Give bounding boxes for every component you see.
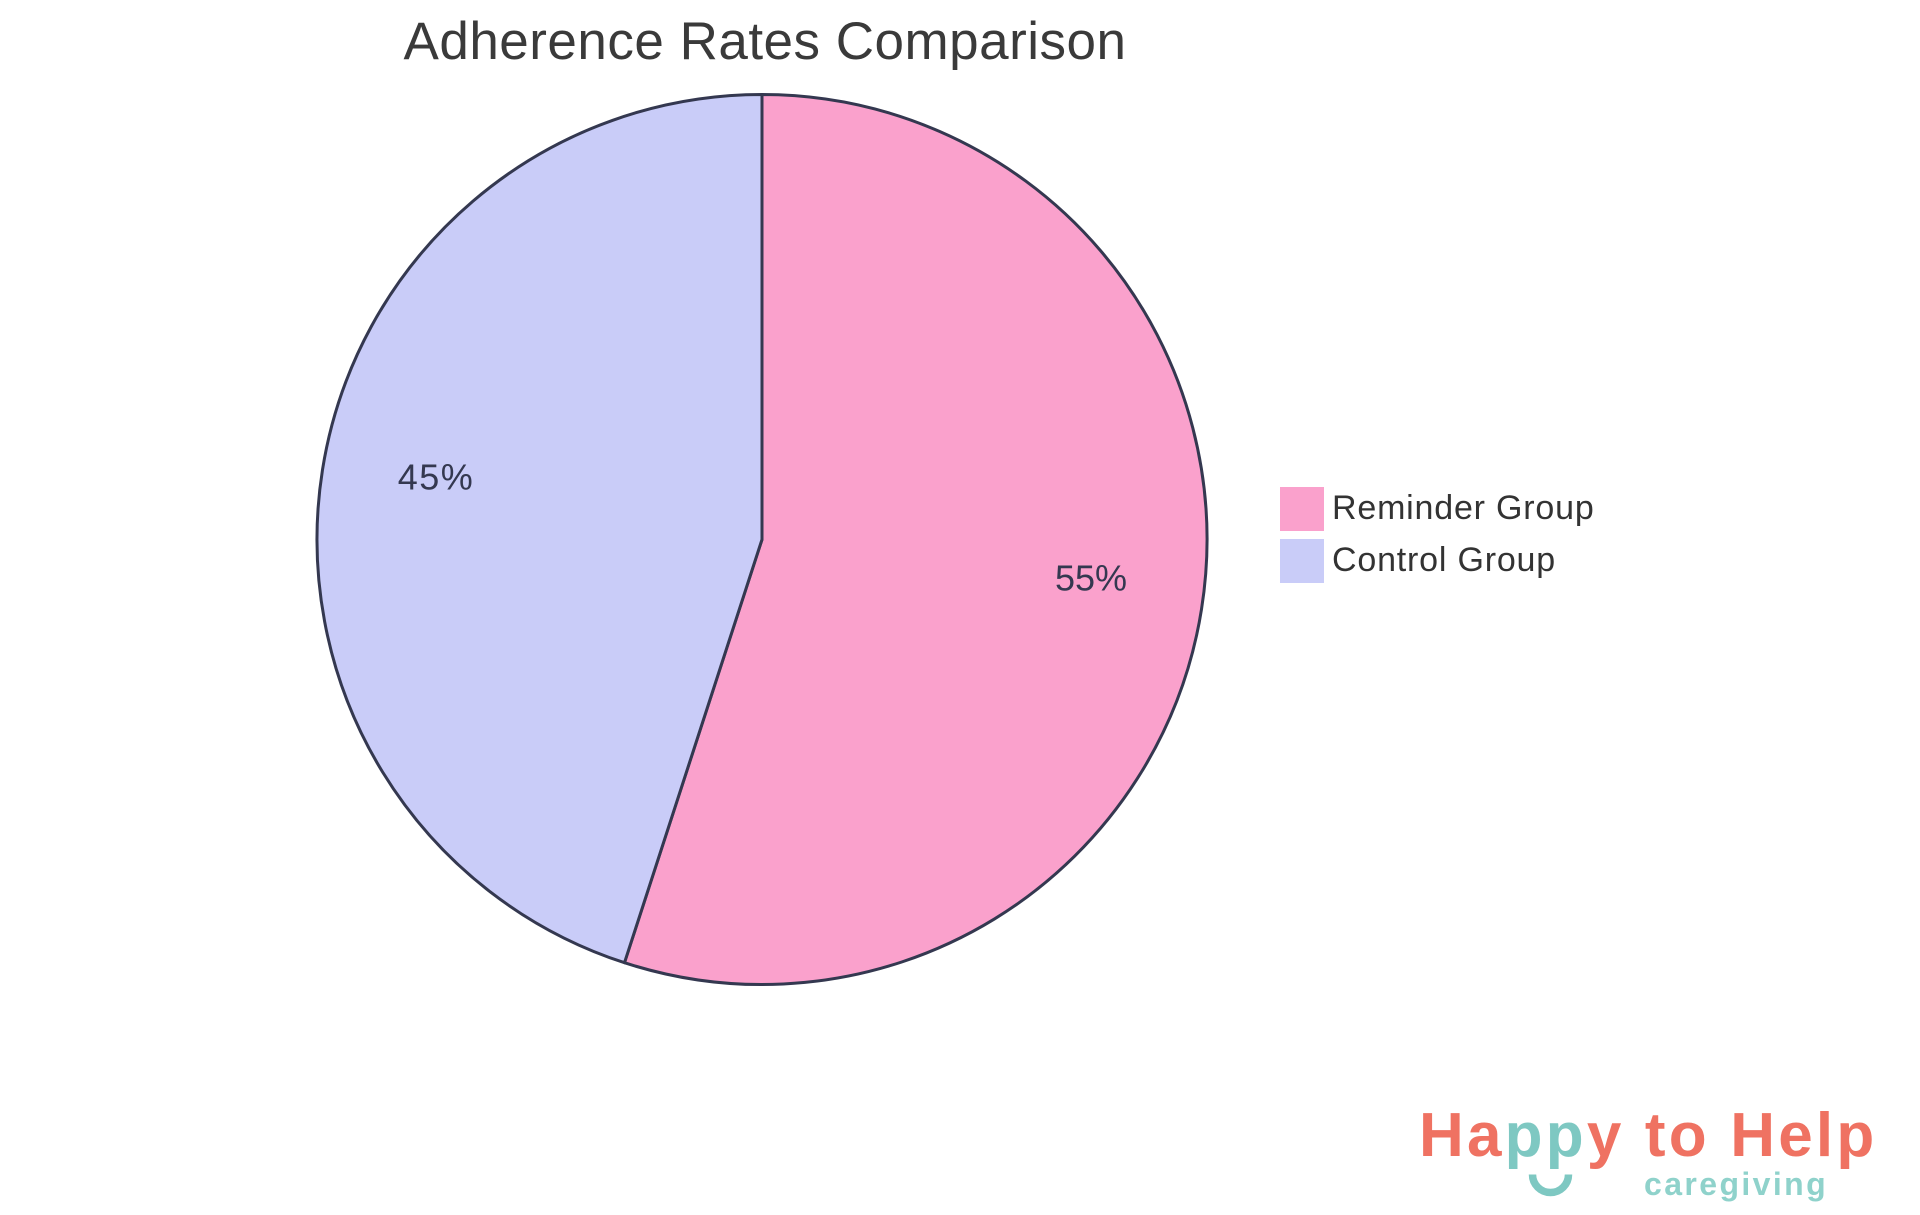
svg-text:45%: 45%: [398, 457, 475, 498]
svg-text:55%: 55%: [1055, 558, 1127, 599]
